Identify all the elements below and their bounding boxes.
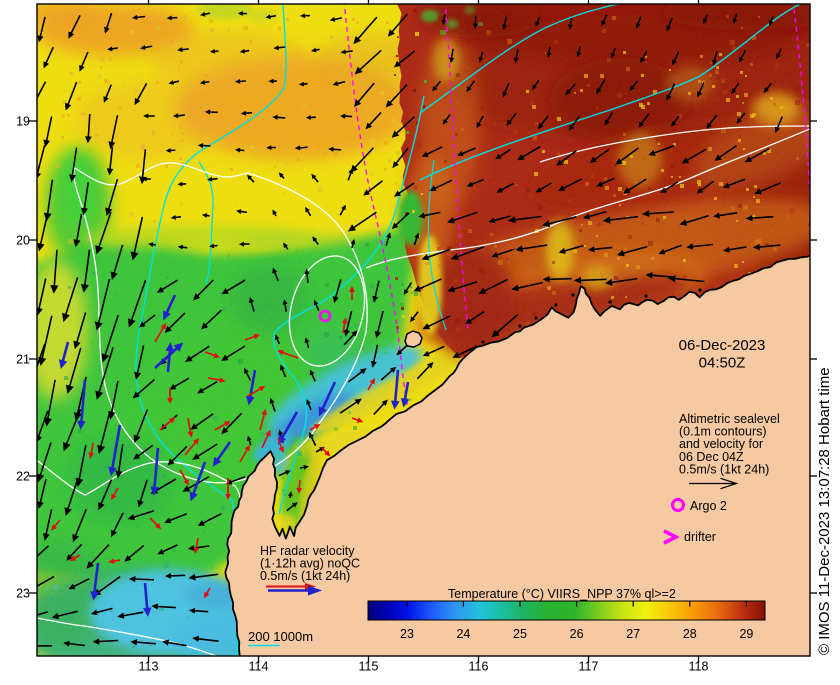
svg-text:20: 20 (16, 234, 30, 248)
svg-text:06-Dec-2023: 06-Dec-2023 (679, 337, 766, 354)
svg-text:118: 118 (689, 660, 709, 674)
svg-text:25: 25 (513, 627, 527, 641)
svg-text:28: 28 (683, 627, 697, 641)
svg-text:26: 26 (570, 627, 584, 641)
svg-text:113: 113 (139, 660, 159, 674)
svg-text:21: 21 (16, 353, 30, 367)
svg-text:0.5m/s (1kt 24h): 0.5m/s (1kt 24h) (260, 569, 350, 583)
svg-text:Temperature (°C) VIIRS_NPP 37%: Temperature (°C) VIIRS_NPP 37% ql>=2 (448, 587, 676, 601)
svg-text:29: 29 (739, 627, 753, 641)
svg-text:19: 19 (16, 115, 30, 129)
svg-text:© IMOS 11-Dec-2023 13:07:28 Ho: © IMOS 11-Dec-2023 13:07:28 Hobart time (816, 367, 833, 655)
svg-text:23: 23 (400, 627, 414, 641)
svg-text:23: 23 (16, 587, 30, 601)
svg-text:116: 116 (469, 660, 489, 674)
svg-text:04:50Z: 04:50Z (699, 355, 746, 372)
svg-text:200 1000m: 200 1000m (248, 629, 313, 644)
svg-text:115: 115 (359, 660, 379, 674)
svg-text:0.5m/s (1kt 24h): 0.5m/s (1kt 24h) (679, 462, 769, 476)
svg-text:27: 27 (626, 627, 640, 641)
svg-text:22: 22 (16, 470, 30, 484)
svg-text:drifter: drifter (684, 530, 716, 544)
svg-text:Argo 2: Argo 2 (690, 499, 727, 513)
svg-text:117: 117 (579, 660, 599, 674)
svg-text:114: 114 (249, 660, 269, 674)
svg-text:24: 24 (456, 627, 470, 641)
